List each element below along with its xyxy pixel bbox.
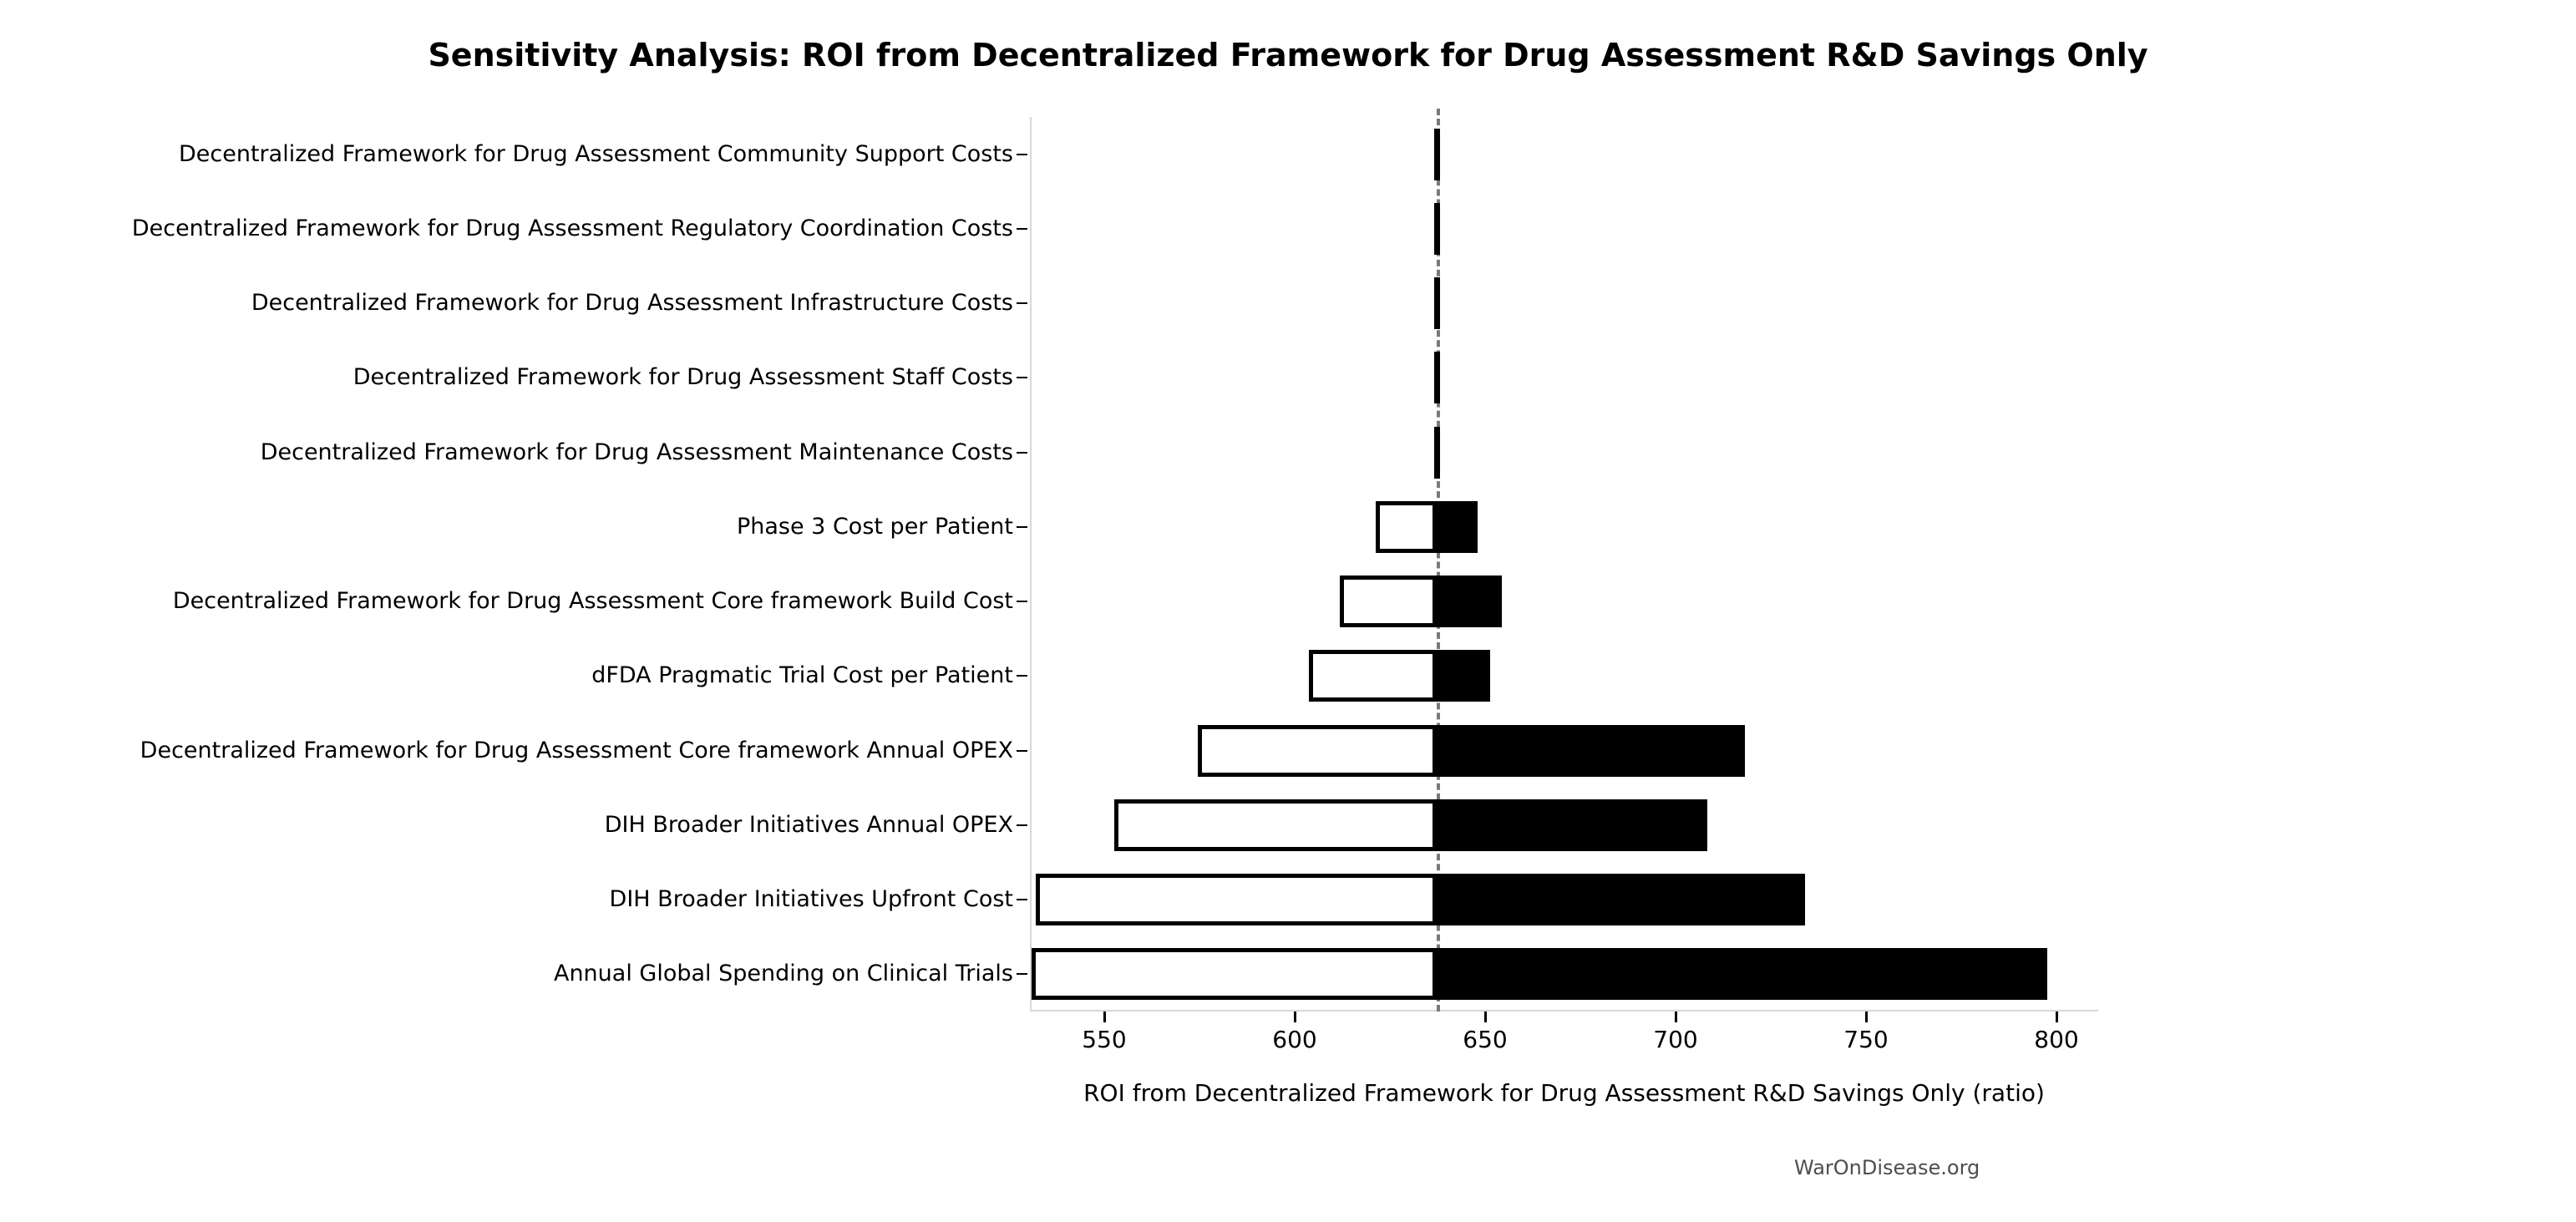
x-axis-tick-mark <box>1103 1012 1106 1022</box>
x-axis-tick-label: 800 <box>2034 1026 2079 1053</box>
y-axis-tick-mark <box>1017 153 1027 155</box>
y-axis-tick-label-text: Decentralized Framework for Drug Assessm… <box>251 290 1013 317</box>
y-axis-tick-mark <box>1017 601 1027 603</box>
x-axis-tick-mark <box>1294 1012 1296 1022</box>
bar-zero-width <box>1433 202 1440 255</box>
bar-high <box>1436 874 1806 926</box>
y-axis-tick-label-text: Decentralized Framework for Drug Assessm… <box>172 588 1013 615</box>
y-axis-tick-mark <box>1017 525 1027 528</box>
y-axis-tick-label-text: Decentralized Framework for Drug Assessm… <box>260 439 1013 465</box>
y-axis-tick-label-text: Decentralized Framework for Drug Assessm… <box>139 737 1013 763</box>
x-axis-tick-label: 650 <box>1463 1026 1508 1053</box>
bar-zero-width <box>1433 352 1440 404</box>
watermark: WarOnDisease.org <box>1794 1156 1980 1179</box>
bar-low <box>1309 650 1437 702</box>
y-axis-tick-label: Annual Global Spending on Clinical Trial… <box>0 961 1013 986</box>
bar-low <box>1375 500 1437 553</box>
plot-area <box>1030 109 2098 1012</box>
y-axis-tick-label-text: Decentralized Framework for Drug Assessm… <box>179 140 1013 167</box>
bar-zero-width <box>1433 277 1440 330</box>
x-axis-tick-mark <box>1865 1012 1868 1022</box>
y-axis-tick-mark <box>1017 377 1027 379</box>
y-axis-tick-mark <box>1017 899 1027 901</box>
y-axis-tick-mark <box>1017 973 1027 976</box>
y-axis-tick-label: Phase 3 Cost per Patient <box>0 513 1013 540</box>
bar-high <box>1436 948 2048 1001</box>
y-axis-tick-mark <box>1017 675 1027 677</box>
x-axis-tick-mark <box>1484 1012 1487 1022</box>
x-axis-tick-mark <box>2056 1012 2058 1022</box>
bar-low <box>1114 799 1437 851</box>
y-axis-tick-label-text: Decentralized Framework for Drug Assessm… <box>131 215 1013 241</box>
y-axis-tick-label: Decentralized Framework for Drug Assessm… <box>0 291 1013 316</box>
bar-zero-width <box>1433 128 1440 180</box>
y-axis-tick-label: Decentralized Framework for Drug Assessm… <box>0 589 1013 614</box>
x-axis-tick-label: 600 <box>1272 1026 1317 1053</box>
y-axis-tick-mark <box>1017 824 1027 826</box>
y-axis-tick-label: Decentralized Framework for Drug Assessm… <box>0 365 1013 390</box>
y-axis-tick-label: DIH Broader Initiatives Upfront Cost <box>0 887 1013 912</box>
x-axis-tick-label: 750 <box>1843 1026 1889 1053</box>
bar-high <box>1436 799 1708 851</box>
bar-high <box>1436 650 1491 702</box>
bar-high <box>1436 724 1746 777</box>
y-axis-tick-mark <box>1017 302 1027 305</box>
y-axis-tick-mark <box>1017 227 1027 230</box>
y-axis-label-column: Decentralized Framework for Drug Assessm… <box>0 117 1027 1012</box>
y-axis-tick-label: dFDA Pragmatic Trial Cost per Patient <box>0 663 1013 688</box>
bar-low <box>1032 948 1437 1001</box>
x-axis-tick-label: 550 <box>1082 1026 1127 1053</box>
y-axis-tick-label-text: DIH Broader Initiatives Upfront Cost <box>609 886 1013 913</box>
y-axis-tick-label: Decentralized Framework for Drug Assessm… <box>0 215 1013 241</box>
y-axis-tick-label-text: Phase 3 Cost per Patient <box>736 513 1013 540</box>
y-axis-tick-label-text: dFDA Pragmatic Trial Cost per Patient <box>591 662 1013 689</box>
x-axis-tick-label: 700 <box>1653 1026 1698 1053</box>
bar-low <box>1197 724 1437 777</box>
y-axis-tick-label: Decentralized Framework for Drug Assessm… <box>0 738 1013 763</box>
y-axis-tick-label-text: Decentralized Framework for Drug Assessm… <box>352 364 1013 391</box>
bar-low <box>1036 874 1437 926</box>
x-axis-tick-mark <box>1675 1012 1677 1022</box>
y-axis-tick-mark <box>1017 451 1027 454</box>
y-axis-tick-label-text: DIH Broader Initiatives Annual OPEX <box>604 811 1013 838</box>
x-axis-label: ROI from Decentralized Framework for Dru… <box>1083 1079 2045 1107</box>
bar-high <box>1436 576 1502 628</box>
bar-zero-width <box>1433 426 1440 479</box>
page-title: Sensitivity Analysis: ROI from Decentral… <box>428 37 2148 74</box>
bar-high <box>1436 500 1478 553</box>
y-axis-tick-mark <box>1017 749 1027 752</box>
y-axis-tick-label-text: Annual Global Spending on Clinical Trial… <box>553 961 1013 987</box>
y-axis-tick-label: Decentralized Framework for Drug Assessm… <box>0 140 1013 167</box>
bar-low <box>1339 576 1437 628</box>
y-axis-tick-label: DIH Broader Initiatives Annual OPEX <box>0 811 1013 838</box>
baseline-reference-line <box>1436 109 1440 1012</box>
y-axis-tick-label: Decentralized Framework for Drug Assessm… <box>0 439 1013 465</box>
